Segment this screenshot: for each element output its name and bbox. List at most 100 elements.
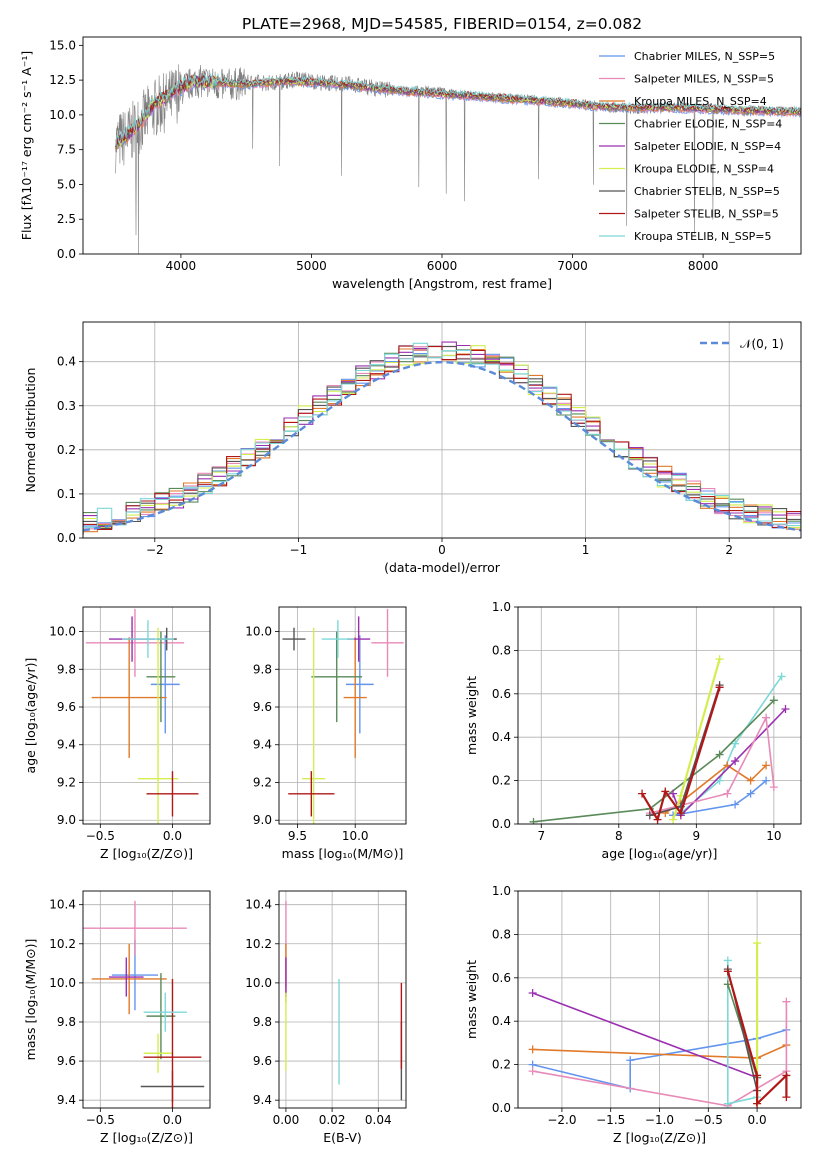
data-point-marker <box>638 789 647 798</box>
data-point-marker <box>661 787 670 796</box>
y-axis-label: Flux [fλ10⁻¹⁷ erg cm⁻² s⁻¹ A⁻¹] <box>19 51 34 240</box>
series-line <box>532 992 758 1079</box>
x-tick-label: 8 <box>615 829 623 843</box>
errorbar-salpeter-elodie <box>108 957 144 997</box>
y-tick-label: 10.0 <box>49 108 76 122</box>
data-point-marker <box>715 750 724 759</box>
y-tick-label: 9.4 <box>57 1093 76 1107</box>
x-axis-label: wavelength [Angstrom, rest frame] <box>332 276 552 291</box>
y-tick-label: 9.8 <box>57 1015 76 1029</box>
y-tick-label: 12.5 <box>49 73 76 87</box>
errorbar-chabrier-stelib <box>282 627 306 651</box>
data-point-marker <box>731 800 740 809</box>
x-tick-label: 9.5 <box>288 829 307 843</box>
data-point-marker <box>528 1045 537 1054</box>
data-point-marker <box>777 672 786 681</box>
errorbar-salpeter-stelib <box>146 771 199 817</box>
x-tick-label: 0 <box>438 543 446 557</box>
series-kroupa-stelib <box>723 956 762 1108</box>
axes-frame <box>517 890 802 1109</box>
y-tick-label: 0.2 <box>492 1058 511 1072</box>
y-tick-label: 9.6 <box>57 1054 76 1068</box>
y-tick-label: 7.5 <box>57 143 76 157</box>
legend-label: Chabrier ELODIE, N_SSP=4 <box>634 118 782 131</box>
y-tick-label: 1.0 <box>492 600 511 614</box>
y-axis-label: age [log₁₀(age/yr)] <box>23 658 38 774</box>
series-chabrier-elodie <box>529 696 778 824</box>
y-tick-label: 9.6 <box>253 1054 272 1068</box>
x-axis-label: (data-model)/error <box>384 560 501 575</box>
spectrum-panel: 4000 5000 6000 7000 8000 0.0 2.5 5.0 7.5 10.0 12.5… <box>19 36 802 291</box>
y-tick-label: 15.0 <box>49 38 76 52</box>
x-tick-label: −0.5 <box>694 1113 723 1127</box>
data-point-marker <box>715 683 724 692</box>
data-point-marker <box>723 789 732 798</box>
y-axis-label: mass weight <box>464 676 479 755</box>
y-tick-label: 0.6 <box>492 971 511 985</box>
data-point-marker <box>715 655 724 664</box>
errorbar-kroupa-elodie <box>302 627 326 824</box>
age-vs-mass-plot-area <box>282 608 404 824</box>
y-axis-label: mass weight <box>464 960 479 1039</box>
errorbar-kroupa-miles <box>91 637 167 758</box>
x-tick-label: 10 <box>766 829 781 843</box>
y-tick-label: 0.0 <box>57 531 76 545</box>
legend: 𝒩(0, 1) <box>700 337 784 351</box>
y-tick-label: 0.0 <box>492 817 511 831</box>
x-tick-label: −0.5 <box>86 1113 115 1127</box>
errorbar-chabrier-miles <box>150 635 180 734</box>
age-vs-Z-panel: −0.5 0.0 9.0 9.2 9.4 9.6 9.8 10.0 Z [log₁₀(Z/Z⊙)… <box>23 606 211 861</box>
mass-weight-vs-age-panel: 7 8 9 10 0.0 0.2 0.4 0.6 0.8 1.0 age [log₁₀(age/yr… <box>464 600 802 861</box>
y-tick-label: 0.0 <box>57 247 76 261</box>
y-tick-label: 10.2 <box>245 937 272 951</box>
legend-label: Salpeter ELODIE, N_SSP=4 <box>634 140 781 153</box>
data-point-marker <box>782 1093 791 1102</box>
y-tick-label: 9.4 <box>253 738 272 752</box>
residuals-plot-area <box>83 341 801 535</box>
legend-label: Chabrier STELIB, N_SSP=5 <box>634 185 780 198</box>
data-point-marker <box>653 815 662 824</box>
y-tick-label: 5.0 <box>57 177 76 191</box>
x-tick-label: 0.04 <box>365 1113 392 1127</box>
y-tick-label: 0.8 <box>492 927 511 941</box>
data-point-marker <box>753 939 762 948</box>
x-tick-label: −1.5 <box>596 1113 625 1127</box>
mass-weight-vs-Z-plot-area <box>528 939 791 1108</box>
data-point-marker <box>626 1056 635 1065</box>
errorbar-salpeter-stelib <box>288 771 335 817</box>
y-tick-label: 10.0 <box>49 625 76 639</box>
y-tick-label: 9.4 <box>57 738 76 752</box>
x-tick-label: 5000 <box>296 259 327 273</box>
data-point-marker <box>762 761 771 770</box>
x-tick-label: 0.02 <box>319 1113 346 1127</box>
x-tick-label: 7 <box>537 829 545 843</box>
x-tick-label: 2 <box>725 543 733 557</box>
y-tick-label: 9.6 <box>57 700 76 714</box>
y-tick-label: 9.4 <box>253 1093 272 1107</box>
spectrum-plot-area <box>115 64 801 254</box>
y-tick-label: 0.4 <box>492 730 511 744</box>
y-tick-label: 9.0 <box>253 813 272 827</box>
errorbar-chabrier-miles <box>345 635 374 734</box>
errorbar-chabrier-elodie <box>146 973 176 1060</box>
data-point-marker <box>731 739 740 748</box>
errorbar-kroupa-stelib <box>321 620 355 658</box>
y-tick-label: 9.8 <box>253 1015 272 1029</box>
errorbar-kroupa-stelib <box>143 992 187 1032</box>
x-tick-label: 1 <box>582 543 590 557</box>
data-point-marker <box>782 1071 791 1080</box>
x-axis-label: E(B-V) <box>323 1130 362 1145</box>
data-point-marker <box>762 776 771 785</box>
data-point-marker <box>731 757 740 766</box>
x-tick-label: −2 <box>146 543 164 557</box>
legend-label: Kroupa ELODIE, N_SSP=4 <box>634 163 774 176</box>
y-tick-label: 9.8 <box>57 662 76 676</box>
y-tick-label: 10.4 <box>245 898 272 912</box>
data-point-marker <box>723 956 732 965</box>
legend-label: Salpeter STELIB, N_SSP=5 <box>634 208 779 221</box>
y-tick-label: 10.0 <box>245 625 272 639</box>
series-salpeter-elodie <box>528 988 762 1082</box>
errorbar-kroupa-stelib <box>121 620 174 658</box>
legend-label: Kroupa STELIB, N_SSP=5 <box>634 230 772 243</box>
